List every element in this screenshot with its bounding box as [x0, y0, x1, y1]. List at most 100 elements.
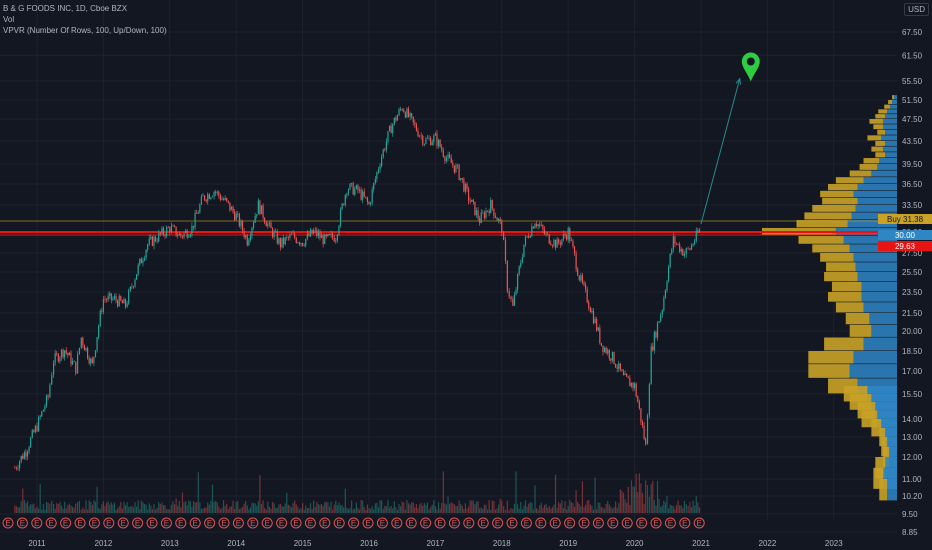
candle-body: [153, 236, 155, 246]
symbol-title[interactable]: B & G FOODS INC, 1D, Cboe BZX: [3, 4, 128, 13]
earnings-marker[interactable]: E: [189, 517, 201, 529]
candle-body: [594, 318, 596, 324]
candle-body: [669, 253, 671, 268]
earnings-marker[interactable]: E: [621, 517, 633, 529]
volume-bar: [45, 501, 48, 513]
earnings-marker[interactable]: E: [175, 517, 187, 529]
earnings-marker[interactable]: E: [132, 517, 144, 529]
earnings-marker[interactable]: E: [362, 517, 374, 529]
earnings-marker[interactable]: E: [564, 517, 576, 529]
earnings-marker[interactable]: E: [693, 517, 705, 529]
price-tag-label: 29.63: [895, 242, 916, 251]
volume-bar: [294, 500, 296, 513]
earnings-marker[interactable]: E: [261, 517, 273, 529]
earnings-marker[interactable]: E: [549, 517, 561, 529]
candle-body: [335, 240, 337, 242]
earnings-marker[interactable]: E: [45, 517, 57, 529]
candle-body: [365, 196, 367, 198]
earnings-marker[interactable]: E: [204, 517, 216, 529]
volume-bar: [354, 508, 356, 513]
earnings-marker[interactable]: E: [88, 517, 100, 529]
earnings-marker[interactable]: E: [679, 517, 691, 529]
vp-down-bar: [804, 212, 852, 220]
candle-body: [303, 245, 305, 246]
volume-bar: [286, 492, 288, 513]
candle-body: [23, 452, 25, 459]
earnings-marker[interactable]: E: [160, 517, 172, 529]
volume-indicator-label[interactable]: Vol: [3, 15, 15, 24]
projection-line[interactable]: [700, 78, 741, 225]
earnings-marker[interactable]: E: [290, 517, 302, 529]
candle-body: [629, 378, 631, 387]
earnings-marker[interactable]: E: [376, 517, 388, 529]
earnings-marker[interactable]: E: [592, 517, 604, 529]
vpvr-indicator-label[interactable]: VPVR (Number Of Rows, 100, Up/Down, 100): [3, 26, 167, 35]
volume-bar: [19, 507, 21, 513]
volume-bar: [674, 508, 676, 513]
earnings-marker[interactable]: E: [434, 517, 446, 529]
volume-bar: [506, 500, 508, 513]
earnings-marker[interactable]: E: [103, 517, 115, 529]
earnings-marker-label: E: [5, 519, 10, 528]
earnings-marker[interactable]: E: [117, 517, 129, 529]
earnings-marker[interactable]: E: [477, 517, 489, 529]
year-tick-label: 2016: [360, 539, 378, 548]
earnings-marker[interactable]: E: [535, 517, 547, 529]
earnings-marker[interactable]: E: [506, 517, 518, 529]
currency-label[interactable]: USD: [904, 3, 929, 16]
earnings-marker[interactable]: E: [664, 517, 676, 529]
earnings-marker[interactable]: E: [348, 517, 360, 529]
vp-down-bar: [859, 164, 878, 170]
earnings-marker[interactable]: E: [247, 517, 259, 529]
candle-body: [51, 374, 53, 385]
candle-body: [608, 350, 610, 359]
earnings-marker[interactable]: E: [304, 517, 316, 529]
earnings-marker[interactable]: E: [492, 517, 504, 529]
earnings-marker-label: E: [63, 519, 68, 528]
location-pin-icon[interactable]: [741, 52, 760, 82]
volume-bar: [177, 505, 179, 513]
earnings-marker[interactable]: E: [74, 517, 86, 529]
candle-body: [444, 156, 446, 161]
volume-bar: [218, 506, 220, 513]
time-axis[interactable]: 2011 2012 2013 2014 2015 2016 2017 2018 2019 2020…: [0, 535, 932, 550]
horizontal-price-lines[interactable]: [0, 220, 897, 236]
earnings-marker[interactable]: E: [16, 517, 28, 529]
volume-bar: [31, 504, 33, 513]
projection-arrow[interactable]: [700, 77, 742, 225]
volume-bar: [403, 502, 405, 513]
earnings-marker[interactable]: E: [448, 517, 460, 529]
earnings-marker[interactable]: E: [333, 517, 345, 529]
earnings-marker[interactable]: E: [232, 517, 244, 529]
earnings-marker[interactable]: E: [636, 517, 648, 529]
candle-body: [643, 425, 645, 439]
candle-body: [409, 113, 411, 117]
earnings-marker[interactable]: E: [146, 517, 158, 529]
earnings-marker[interactable]: E: [276, 517, 288, 529]
candle-body: [317, 232, 320, 237]
earnings-marker[interactable]: E: [31, 517, 43, 529]
candle-body: [336, 234, 338, 241]
earnings-marker[interactable]: E: [218, 517, 230, 529]
earnings-marker[interactable]: E: [607, 517, 619, 529]
volume-bar: [279, 503, 282, 513]
earnings-marker[interactable]: E: [405, 517, 417, 529]
earnings-marker[interactable]: E: [391, 517, 403, 529]
volume-bar: [287, 504, 289, 513]
earnings-marker[interactable]: E: [60, 517, 72, 529]
candle-body: [177, 235, 179, 237]
earnings-marker[interactable]: E: [463, 517, 475, 529]
candle-body: [245, 235, 247, 238]
earnings-marker[interactable]: E: [2, 517, 14, 529]
earnings-marker[interactable]: E: [578, 517, 590, 529]
earnings-marker[interactable]: E: [650, 517, 662, 529]
target-location-marker[interactable]: [741, 52, 760, 82]
earnings-marker[interactable]: E: [520, 517, 532, 529]
earnings-marker[interactable]: E: [420, 517, 432, 529]
volume-bar: [64, 501, 66, 513]
earnings-marker[interactable]: E: [319, 517, 331, 529]
price-axis[interactable]: 67.50 61.50 55.50 51.50 47.50 43.50 39.50 36.50…: [897, 0, 932, 537]
candle-body: [96, 337, 98, 351]
